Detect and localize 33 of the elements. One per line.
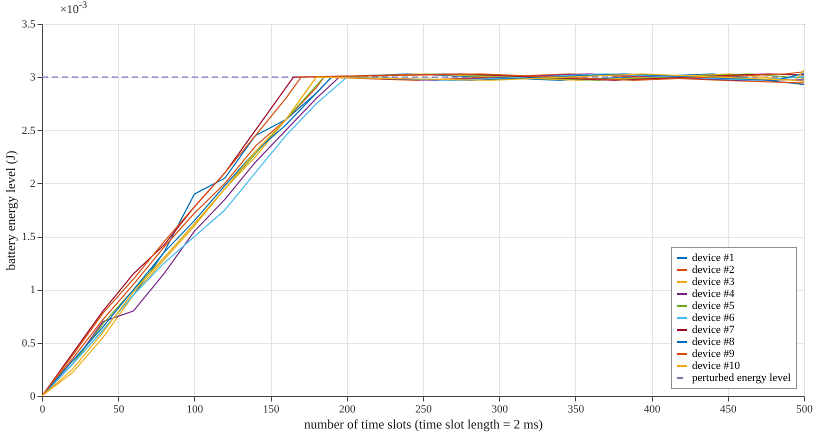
x-tick-label: 400: [644, 404, 661, 416]
legend-label: perturbed energy level: [692, 372, 791, 384]
legend-label: device #10: [692, 360, 740, 372]
legend-label: device #6: [692, 312, 735, 324]
legend-label: device #7: [692, 324, 735, 336]
y-tick-label: 1: [30, 284, 36, 296]
legend-label: device #5: [692, 300, 735, 312]
y-tick-label: 2.5: [22, 124, 36, 137]
y-tick-label: 3.5: [22, 18, 36, 30]
x-tick-label: 350: [568, 404, 585, 416]
x-tick-label: 50: [113, 404, 125, 416]
legend-label: device #8: [692, 336, 735, 348]
legend-label: device #1: [692, 252, 734, 264]
legend-label: device #3: [692, 276, 735, 288]
x-tick-label: 300: [491, 404, 508, 416]
x-tick-label: 250: [415, 404, 432, 416]
x-tick-label: 100: [186, 404, 204, 416]
y-tick-label: 0.5: [22, 337, 36, 350]
x-tick-label: 0: [40, 404, 46, 416]
y-axis-title: battery energy level (J): [2, 150, 18, 270]
legend-label: device #4: [692, 288, 735, 300]
legend-label: device #9: [692, 348, 735, 360]
x-tick-label: 500: [796, 404, 814, 416]
x-tick-label: 450: [720, 404, 738, 416]
legend-label: device #2: [692, 264, 734, 276]
x-tick-label: 150: [262, 404, 280, 416]
x-tick-label: 200: [339, 404, 356, 416]
y-tick-label: 0: [30, 390, 36, 402]
y-tick-label: 3: [30, 72, 36, 84]
x-axis-title: number of time slots (time slot length = 2 ms): [304, 416, 543, 432]
text: ×10$^{-3}$: [60, 0, 88, 17]
y-tick-label: 2: [30, 178, 36, 190]
y-tick-label: 1.5: [22, 231, 36, 244]
